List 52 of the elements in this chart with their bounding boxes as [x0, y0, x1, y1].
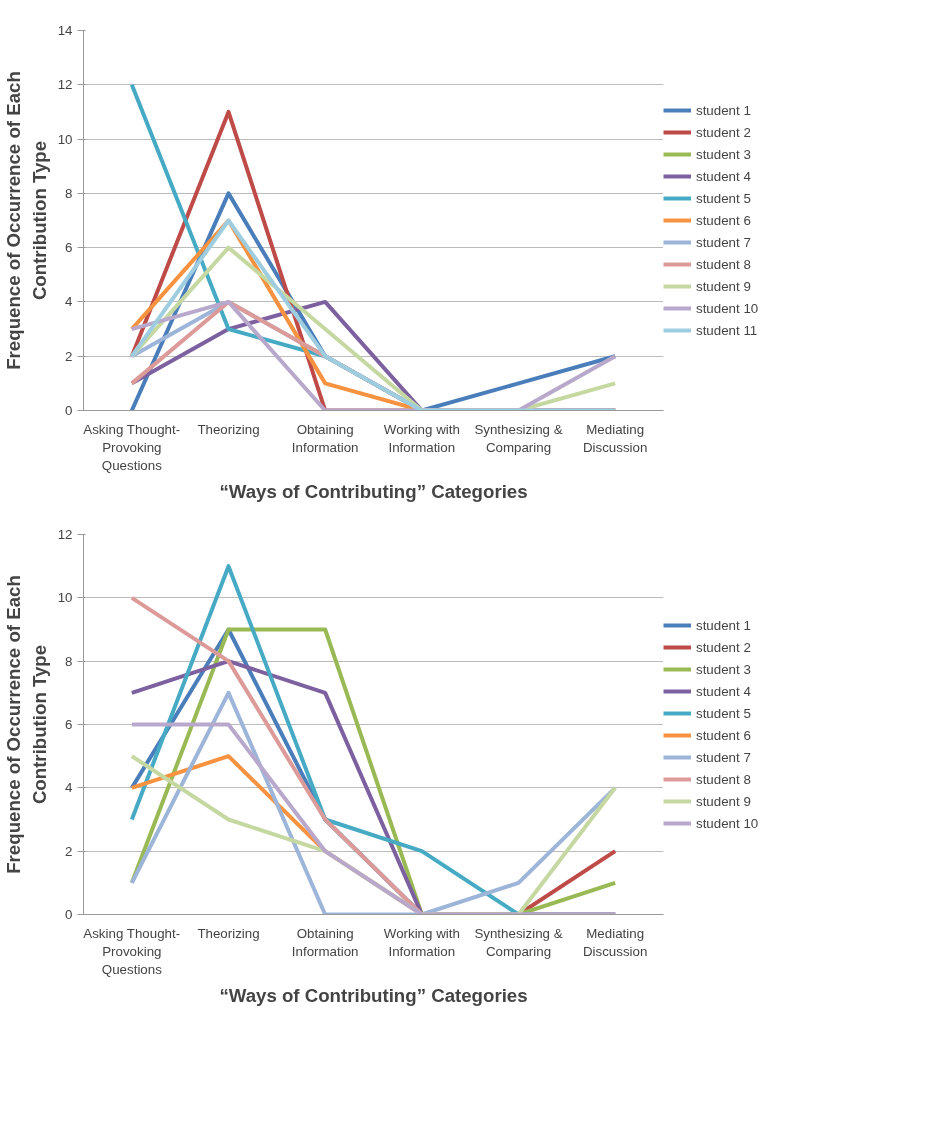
y-tick-label: 2 — [65, 843, 73, 859]
x-tick-label: Working with Information — [383, 925, 460, 959]
legend-label: student 3 — [696, 661, 751, 677]
legend-label: student 9 — [696, 278, 751, 294]
legend-label: student 8 — [696, 256, 751, 272]
y-tick-label: 4 — [65, 780, 74, 796]
x-tick-label: Mediating Discussion — [582, 421, 648, 455]
legend-label: student 6 — [696, 212, 751, 228]
x-tick-label: Obtaining Information — [291, 421, 359, 455]
x-tick-label: Mediating Discussion — [582, 925, 648, 959]
y-tick-label: 0 — [65, 403, 73, 418]
legend-label: student 2 — [696, 124, 751, 140]
legend-label: student 1 — [696, 617, 751, 633]
x-tick-label: Asking Thought-Provoking Questions — [83, 421, 181, 473]
y-tick-label: 0 — [65, 907, 73, 922]
y-axis-title: Frequence of Occurrence of Each Contribution Type — [3, 71, 50, 370]
y-tick-label: 6 — [65, 240, 73, 256]
legend-label: student 1 — [696, 102, 751, 118]
x-tick-label: Working with Information — [383, 421, 460, 455]
x-tick-label: Synthesizing & Comparing — [474, 421, 563, 455]
legend-label: student 10 — [696, 815, 759, 831]
y-tick-label: 2 — [65, 348, 73, 364]
y-tick-label: 10 — [57, 131, 73, 147]
legend-label: student 2 — [696, 639, 751, 655]
y-tick-label: 8 — [65, 185, 73, 201]
legend-label: student 8 — [696, 771, 751, 787]
legend-label: student 4 — [696, 683, 751, 699]
legend-label: student 10 — [696, 300, 759, 316]
legend-label: student 9 — [696, 793, 751, 809]
legend-label: student 4 — [696, 168, 751, 184]
y-tick-label: 8 — [65, 653, 73, 669]
legend-label: student 7 — [696, 749, 751, 765]
legend-label: student 5 — [696, 190, 751, 206]
legend-label: student 6 — [696, 727, 751, 743]
x-tick-label: Asking Thought-Provoking Questions — [83, 925, 181, 977]
legend-label: student 11 — [696, 322, 758, 338]
y-axis-title: Frequence of Occurrence of Each Contribution Type — [3, 575, 50, 874]
legend-label: student 7 — [696, 234, 751, 250]
legend-label: student 3 — [696, 146, 751, 162]
x-tick-label: Theorizing — [197, 421, 260, 437]
x-tick-label: Obtaining Information — [291, 925, 359, 959]
y-tick-label: 14 — [57, 23, 74, 38]
x-tick-label: Synthesizing & Comparing — [474, 925, 563, 959]
legend-label: student 5 — [696, 705, 751, 721]
y-tick-label: 12 — [57, 77, 73, 93]
x-tick-label: Theorizing — [197, 925, 260, 941]
y-tick-label: 6 — [65, 717, 73, 732]
y-tick-label: 4 — [65, 294, 74, 310]
x-axis-title: “Ways of Contributing” Categories — [219, 984, 528, 1006]
y-tick-label: 12 — [57, 527, 73, 542]
x-axis-title: “Ways of Contributing” Categories — [219, 480, 528, 502]
y-tick-label: 10 — [57, 590, 73, 606]
